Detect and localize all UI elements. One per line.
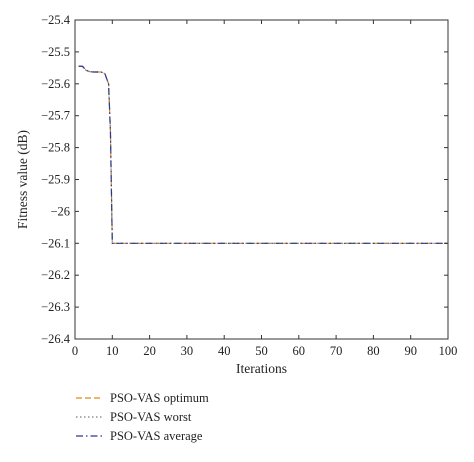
legend-label-1: PSO-VAS optimum <box>110 391 209 405</box>
legend-label-2: PSO-VAS worst <box>110 410 192 424</box>
y-axis-ticks: −25.4 −25.5 −25.6 −25.7 −25.8 −25.9 −26 −26.1 −2… <box>41 13 448 346</box>
y-tick-label: −25.7 <box>41 109 70 123</box>
y-tick-label: −26.4 <box>41 332 71 346</box>
y-tick-label: −26 <box>50 204 70 218</box>
y-axis-label: Fitness value (dB) <box>15 130 30 229</box>
x-tick-label: 40 <box>218 344 231 358</box>
x-axis-label: Iterations <box>236 361 287 376</box>
x-tick-label: 30 <box>181 344 194 358</box>
x-tick-label: 60 <box>293 344 306 358</box>
x-tick-label: 70 <box>330 344 343 358</box>
x-tick-label: 0 <box>72 344 78 358</box>
x-tick-label: 20 <box>143 344 156 358</box>
series-line-2 <box>78 65 448 244</box>
y-tick-label: −26.1 <box>41 236 70 250</box>
y-tick-label: −26.3 <box>41 300 70 314</box>
series-line-1 <box>78 65 448 244</box>
y-tick-label: −25.5 <box>41 45 70 59</box>
y-tick-label: −25.8 <box>41 141 70 155</box>
y-tick-label: −25.6 <box>41 77 70 91</box>
legend: PSO-VAS optimum PSO-VAS worst PSO-VAS aver… <box>76 391 209 443</box>
series-layer <box>78 65 448 244</box>
plot-area <box>74 19 449 340</box>
y-tick-label: −25.9 <box>41 173 70 187</box>
x-tick-label: 80 <box>367 344 380 358</box>
x-tick-label: 90 <box>404 344 417 358</box>
series-line-3 <box>78 65 448 244</box>
legend-label-3: PSO-VAS average <box>110 429 203 443</box>
x-tick-label: 50 <box>255 344 268 358</box>
y-tick-label: −26.2 <box>41 268 70 282</box>
y-tick-label: −25.4 <box>41 13 71 27</box>
x-axis-ticks: 0 10 20 30 40 50 60 70 80 90 100 <box>72 20 458 358</box>
x-tick-label: 10 <box>106 344 119 358</box>
x-tick-label: 100 <box>439 344 458 358</box>
